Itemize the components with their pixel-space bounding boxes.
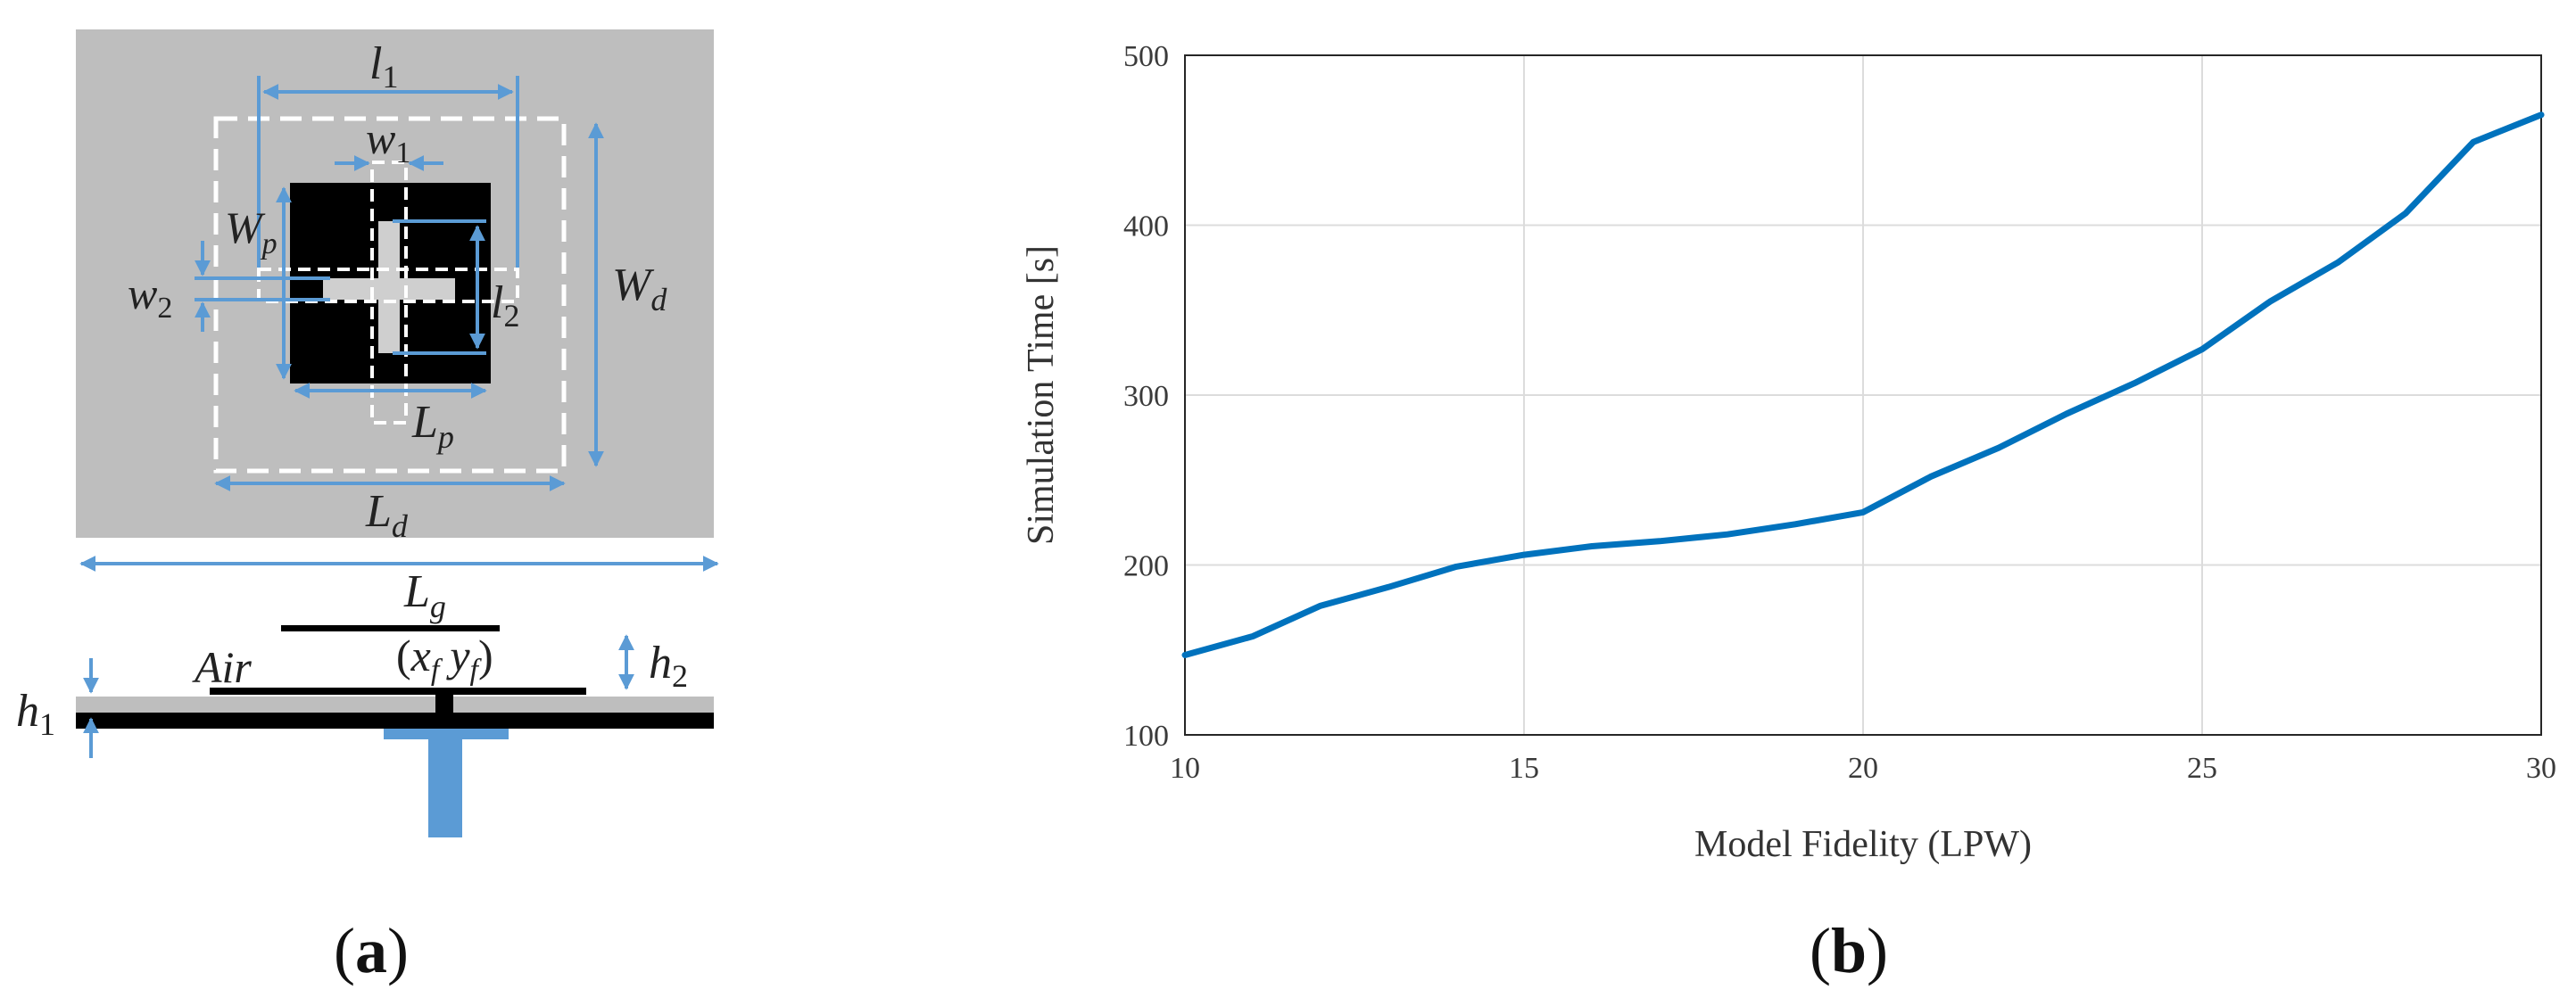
x-ticks: 10 15 20 25 30 [1170,752,2556,785]
side-ground [76,713,714,729]
label-w2: w2 [128,268,172,325]
y-tick-label: 500 [1123,40,1169,73]
y-tick-label: 200 [1123,550,1169,583]
x-tick-label: 20 [1848,752,1878,785]
label-Lg: Lg [403,566,446,624]
side-patch [281,625,500,631]
slot-vertical-bound [370,161,408,425]
slot-horizontal-bound [257,268,519,303]
label-feed-position: (xf yf) [396,631,493,687]
label-Wp: Wp [225,202,277,260]
x-axis-label: Model Fidelity (LPW) [1694,824,2032,865]
dimension-l2 [393,219,486,355]
x-tick-label: 30 [2526,752,2556,785]
panel-b-label: (b) [1810,915,1888,986]
label-air: Air [192,642,252,692]
x-tick-label: 25 [2187,752,2217,785]
plot-frame [1184,54,2542,736]
series-line [1181,111,2545,658]
y-axis-label: Simulation Time [s] [1021,245,1062,545]
y-ticks: 100 200 300 400 500 [1123,40,1169,753]
feed-connector-flange [384,729,509,739]
label-Wd: Wd [612,260,667,317]
x-tick-label: 10 [1170,752,1200,785]
panel-a-antenna-diagram: l1 w1 Wp w2 l2 Wd [16,29,719,986]
feed-connector [428,739,462,837]
label-Ld: Ld [365,486,409,544]
y-tick-label: 100 [1123,720,1169,753]
label-Lp: Lp [411,397,454,455]
label-h1: h1 [16,686,55,742]
slot-horizontal [323,278,455,300]
label-w1: w1 [366,113,410,169]
y-tick-label: 400 [1123,210,1169,243]
feed-pin [435,691,453,718]
label-l2: l2 [491,277,519,334]
side-view [76,625,714,837]
dimension-l1 [257,76,519,268]
side-substrate [76,697,714,713]
y-tick-label: 300 [1123,380,1169,413]
panel-b-line-chart: 10 15 20 25 30 100 200 300 400 500 Model Fidelit… [1021,40,2556,986]
x-tick-label: 15 [1509,752,1539,785]
side-dielectric-top [210,688,586,695]
label-h2: h2 [649,638,688,694]
label-l1: l1 [369,38,398,95]
dimension-w2 [195,241,330,332]
dielectric-outline [213,116,567,474]
panel-a-label: (a) [334,915,409,986]
